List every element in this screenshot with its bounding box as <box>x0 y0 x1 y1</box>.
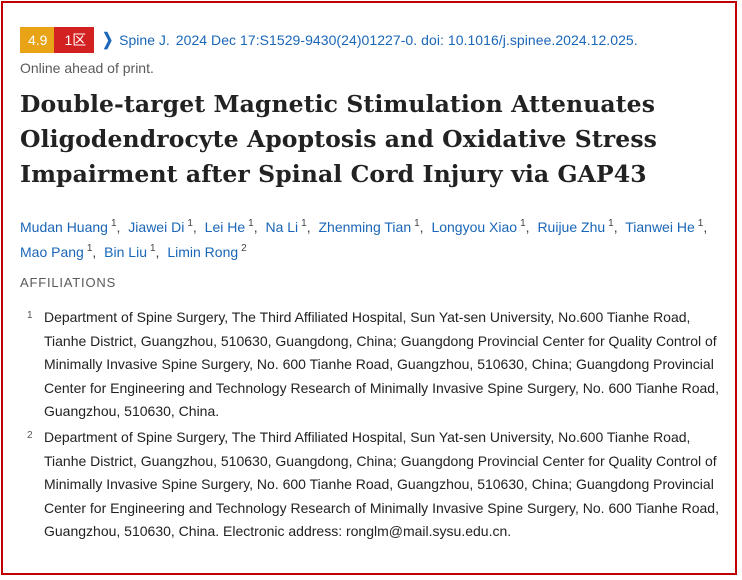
author-affiliation-ref[interactable]: 2 <box>241 243 247 255</box>
affiliation-text: Department of Spine Surgery, The Third A… <box>44 429 719 539</box>
affiliation-number: 1 <box>27 310 33 321</box>
author-affiliation-ref[interactable]: 1 <box>248 218 254 230</box>
affiliation-text: Department of Spine Surgery, The Third A… <box>44 309 719 419</box>
author-affiliation-ref[interactable]: 1 <box>110 218 117 230</box>
author-link[interactable]: Zhenming Tian <box>318 219 412 235</box>
author-affiliation-ref[interactable]: 1 <box>414 218 420 230</box>
author-affiliation-ref[interactable]: 1 <box>608 218 614 230</box>
author-affiliation-ref[interactable]: 1 <box>301 218 307 230</box>
author-link[interactable]: Mudan Huang <box>20 219 108 235</box>
affiliation-number: 2 <box>27 430 33 441</box>
author-item: Na Li 1, <box>265 218 311 235</box>
author-link[interactable]: Ruijue Zhu <box>537 219 606 235</box>
author-item: Mao Pang 1, <box>20 243 97 260</box>
author-link[interactable]: Limin Rong <box>167 244 239 260</box>
author-affiliation-ref[interactable]: 1 <box>86 243 93 255</box>
impact-factor-badge: 4.9 <box>20 27 55 53</box>
author-item: Jiawei Di 1, <box>128 218 197 235</box>
author-link[interactable]: Tianwei He <box>625 219 695 235</box>
author-affiliation-ref[interactable]: 1 <box>520 218 526 230</box>
affiliation-item: 2 Department of Spine Surgery, The Third… <box>20 426 720 544</box>
chevron-right-icon[interactable]: ❯ <box>102 29 114 50</box>
citation-text: 2024 Dec 17:S1529-9430(24)01227-0. doi: … <box>175 32 638 48</box>
author-item: Zhenming Tian 1, <box>318 218 424 235</box>
author-affiliation-ref[interactable]: 1 <box>697 218 704 230</box>
affiliations-heading: AFFILIATIONS <box>20 275 117 290</box>
affiliation-item: 1 Department of Spine Surgery, The Third… <box>20 306 720 424</box>
author-item: Longyou Xiao 1, <box>431 218 530 235</box>
article-title: Double-target Magnetic Stimulation Atten… <box>20 90 657 188</box>
author-link[interactable]: Longyou Xiao <box>431 219 518 235</box>
author-item: Limin Rong 2 <box>167 244 246 260</box>
author-list: Mudan Huang 1, Jiawei Di 1, Lei He 1, Na Li… <box>20 215 720 265</box>
author-link[interactable]: Jiawei Di <box>128 219 185 235</box>
author-affiliation-ref[interactable]: 1 <box>149 243 156 255</box>
author-item: Bin Liu 1, <box>104 243 160 260</box>
author-link[interactable]: Mao Pang <box>20 244 84 260</box>
author-item: Tianwei He 1, <box>625 218 708 235</box>
author-link[interactable]: Bin Liu <box>104 244 147 260</box>
citation-line: 4.9 1区 ❯ Spine J. 2024 Dec 17:S1529-9430… <box>20 27 638 53</box>
author-item: Mudan Huang 1, <box>20 218 121 235</box>
author-affiliation-ref[interactable]: 1 <box>187 218 193 230</box>
journal-link[interactable]: Spine J. <box>119 32 170 48</box>
author-link[interactable]: Lei He <box>204 219 246 235</box>
zone-badge: 1区 <box>54 27 95 53</box>
author-item: Ruijue Zhu 1, <box>537 218 618 235</box>
publication-status: Online ahead of print. <box>20 60 154 76</box>
author-link[interactable]: Na Li <box>265 219 299 235</box>
author-item: Lei He 1, <box>204 218 258 235</box>
